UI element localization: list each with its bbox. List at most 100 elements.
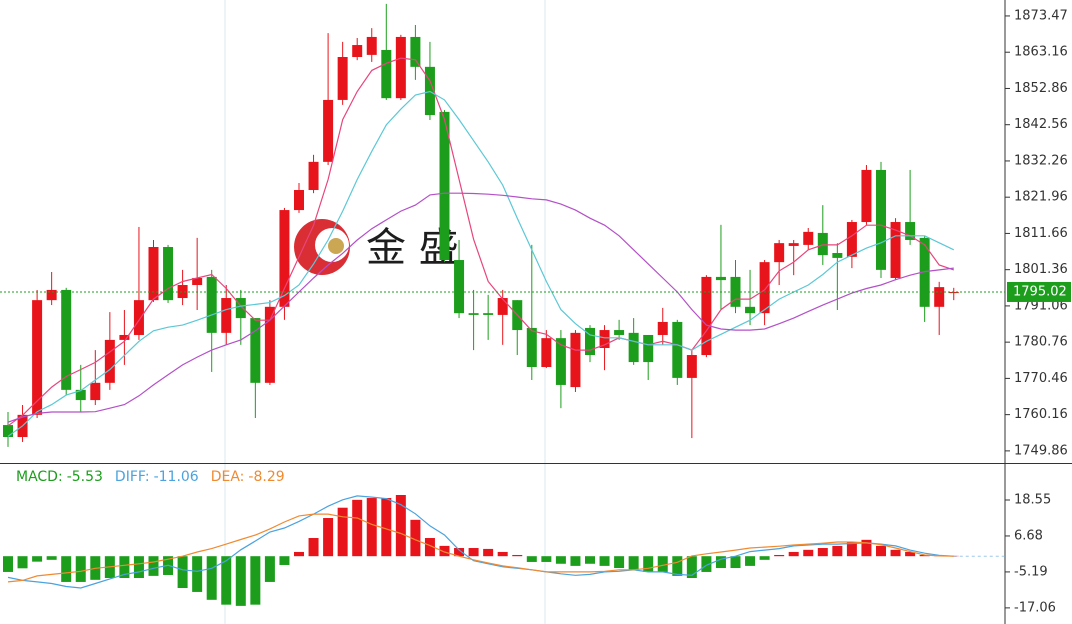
- candle-body: [730, 276, 741, 307]
- y-tick-label: 1852.86: [1014, 81, 1068, 96]
- y-tick-label: 1832.26: [1014, 153, 1068, 168]
- macd-bar: [454, 548, 465, 557]
- legend-value: -11.06: [154, 469, 199, 485]
- candle-body: [61, 289, 72, 390]
- candle-body: [876, 169, 886, 270]
- macd-bar: [497, 551, 508, 557]
- watermark: 金 盛: [294, 219, 459, 275]
- y-tick-label: 1749.86: [1014, 443, 1068, 458]
- macd-bar: [177, 556, 188, 589]
- candle-body: [294, 190, 304, 211]
- macd-bar: [3, 556, 13, 572]
- line-series: [7, 192, 954, 423]
- macd-bar: [541, 556, 552, 562]
- candle-body: [919, 237, 930, 307]
- candle-body: [264, 306, 275, 383]
- macd-bar: [206, 556, 217, 600]
- macd-bar: [294, 551, 304, 557]
- macd-bar: [745, 556, 756, 566]
- line-series: [7, 90, 955, 437]
- macd-bar: [61, 556, 72, 582]
- y-tick-label: 1791.06: [1014, 298, 1068, 313]
- candle-body: [774, 243, 785, 263]
- candle-body: [483, 313, 494, 315]
- candle-body: [672, 321, 683, 378]
- candle-body: [788, 243, 799, 246]
- candle-body: [570, 332, 581, 388]
- candle-body: [439, 111, 450, 261]
- y-tick-label: -5.19: [1014, 564, 1048, 579]
- legend-entry: DEA: -8.29: [211, 469, 285, 485]
- candle-body: [759, 262, 770, 314]
- macd-bar: [308, 538, 319, 557]
- macd-bar: [483, 548, 494, 557]
- last-price-label: 1795.02: [1013, 284, 1067, 299]
- legend-entry: DIFF: -11.06: [115, 469, 199, 485]
- candle-body: [948, 292, 959, 294]
- candle-body: [745, 306, 756, 314]
- macd-bar: [905, 551, 916, 557]
- macd-bar: [686, 556, 697, 579]
- candle-body: [832, 252, 843, 258]
- macd-bar: [424, 538, 435, 557]
- candle-body: [366, 36, 377, 55]
- y-tick-label: 1760.16: [1014, 407, 1068, 422]
- y-tick-label: 1873.47: [1014, 8, 1068, 23]
- macd-bar: [323, 518, 334, 557]
- candle-body: [628, 332, 639, 363]
- candle-body: [497, 298, 508, 315]
- candle-body: [614, 330, 625, 335]
- candle-body: [3, 425, 13, 438]
- candle-body: [890, 222, 901, 278]
- macd-bar: [628, 556, 639, 570]
- candle-body: [468, 313, 479, 315]
- last-price-box: [1007, 281, 1071, 302]
- macd-bar: [599, 556, 610, 566]
- macd-bar: [279, 556, 290, 565]
- candle-body: [701, 276, 712, 356]
- macd-bar: [468, 548, 479, 557]
- macd-bar: [410, 519, 421, 557]
- macd-bar: [250, 556, 261, 605]
- macd-bar: [759, 556, 770, 560]
- line-series: [7, 495, 954, 589]
- macd-bar: [221, 556, 232, 605]
- candle-body: [32, 300, 43, 415]
- y-tick-label: 1780.76: [1014, 335, 1068, 350]
- macd-bar: [643, 556, 654, 572]
- y-tick-label: 1821.96: [1014, 190, 1068, 205]
- candle-body: [905, 222, 916, 240]
- candle-body: [337, 57, 348, 100]
- candle-body: [352, 45, 363, 58]
- macd-bar: [526, 556, 537, 562]
- macd-bar: [337, 507, 348, 557]
- y-tick-label: 1801.36: [1014, 262, 1068, 277]
- candle-body: [861, 169, 872, 223]
- macd-bar: [715, 556, 726, 569]
- macd-bar: [75, 556, 86, 582]
- candle-body: [657, 321, 668, 335]
- candle-body: [133, 300, 144, 335]
- y-tick-label: 1842.56: [1014, 117, 1068, 132]
- macd-bar: [817, 548, 828, 557]
- candle-body: [686, 355, 697, 378]
- candle-body: [803, 231, 814, 245]
- candle-body: [192, 277, 203, 286]
- macd-bar: [585, 556, 595, 564]
- candle-body: [221, 298, 232, 333]
- candle-body: [90, 382, 101, 401]
- macd-bar: [395, 494, 406, 557]
- macd-bar: [235, 556, 246, 606]
- macd-bar: [32, 556, 43, 562]
- macd-bar: [512, 554, 523, 557]
- candle-body: [454, 260, 465, 314]
- macd-bar: [119, 556, 130, 579]
- candle-body: [279, 210, 290, 307]
- macd-bar: [366, 498, 377, 557]
- candle-body: [599, 330, 610, 348]
- macd-bar: [657, 556, 668, 572]
- legend-name: DIFF:: [115, 469, 150, 485]
- candle-body: [75, 389, 86, 401]
- macd-bar: [381, 498, 392, 557]
